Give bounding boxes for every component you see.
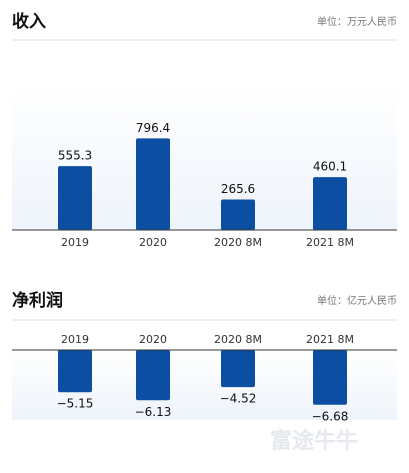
bar [136,138,170,230]
x-tick-label: 2021 8M [306,333,354,346]
x-tick-label: 2019 [61,236,89,249]
bar [58,350,92,393]
bar [221,350,255,388]
x-tick-label: 2019 [61,333,89,346]
value-label: −6.68 [312,409,349,423]
unit-label: 单位：亿元人民币 [317,294,397,307]
chart-title: 净利润 [12,290,63,311]
value-label: −4.52 [220,392,257,406]
value-label: −6.13 [135,405,172,419]
watermark: 富途牛牛 [270,428,358,454]
x-tick-label: 2020 [139,333,167,346]
bar [58,166,92,230]
bar [313,177,347,230]
x-tick-label: 2020 [139,236,167,249]
x-tick-label: 2020 8M [214,333,262,346]
unit-label: 单位：万元人民币 [317,15,397,28]
bar [136,350,170,401]
chart-title: 收入 [12,11,46,32]
value-label: 796.4 [136,121,170,135]
x-tick-label: 2021 8M [306,236,354,249]
bar [221,199,255,230]
value-label: −5.15 [57,397,94,411]
value-label: 555.3 [58,149,92,163]
x-tick-label: 2020 8M [214,236,262,249]
bar [313,350,347,405]
value-label: 460.1 [313,160,347,174]
value-label: 265.6 [221,182,255,196]
